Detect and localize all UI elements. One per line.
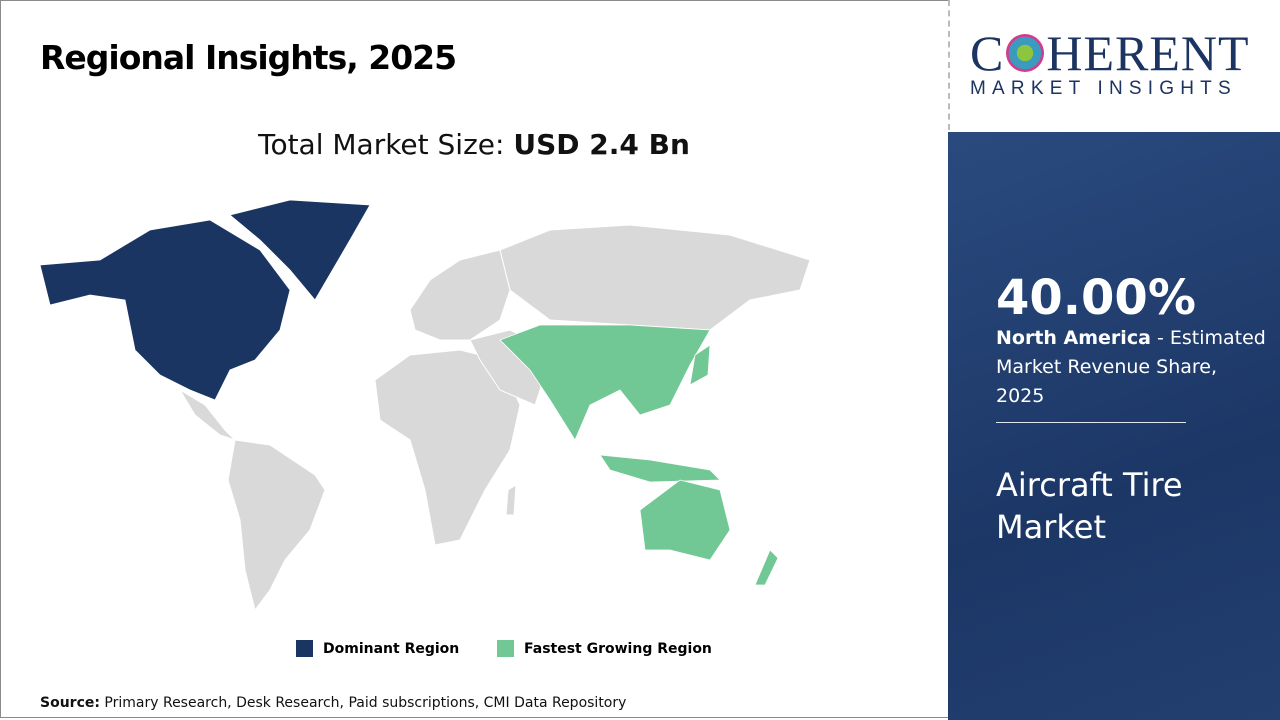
region-name: North America — [996, 327, 1151, 349]
region-south-america — [227, 439, 326, 612]
info-panel: 40.00% North America - Estimated Market … — [948, 132, 1280, 720]
world-map — [39, 199, 811, 612]
region-russia — [499, 224, 811, 331]
share-value: 40.00% — [996, 270, 1196, 326]
source-text: Primary Research, Desk Research, Paid su… — [99, 695, 627, 711]
globe-icon — [1006, 34, 1045, 72]
region-north-america — [39, 219, 291, 401]
logo: C HERENT MARKET INSIGHTS — [970, 25, 1250, 99]
region-indonesia — [599, 454, 721, 483]
region-japan — [689, 344, 711, 386]
legend-label: Fastest Growing Region — [524, 640, 712, 657]
page-title: Regional Insights, 2025 — [40, 38, 457, 77]
source-note: Source: Primary Research, Desk Research,… — [40, 695, 626, 711]
market-name: Aircraft Tire Market — [996, 466, 1183, 546]
region-africa — [374, 349, 521, 546]
region-asia-pacific — [499, 324, 711, 441]
legend-fastest: Fastest Growing Region — [497, 640, 712, 657]
region-europe — [409, 249, 511, 341]
share-description: North America - Estimated Market Revenue… — [996, 324, 1266, 411]
legend-label: Dominant Region — [323, 640, 460, 657]
legend-swatch — [497, 640, 514, 657]
legend-swatch — [296, 640, 313, 657]
source-label: Source: — [40, 695, 100, 711]
region-new-zealand — [754, 549, 779, 586]
region-greenland — [229, 199, 371, 301]
share-desc-text: - Estimated Market Revenue Share, 2025 — [996, 327, 1266, 407]
market-size-value: USD 2.4 Bn — [513, 128, 690, 161]
panel-divider — [996, 422, 1186, 423]
market-size: Total Market Size: USD 2.4 Bn — [0, 128, 948, 161]
region-australia — [639, 479, 731, 561]
region-madagascar — [505, 484, 517, 516]
slide-frame — [0, 0, 948, 718]
divider — [948, 0, 950, 130]
legend-dominant: Dominant Region — [296, 640, 459, 657]
market-size-label: Total Market Size: — [258, 128, 505, 161]
region-central-america — [179, 389, 236, 441]
